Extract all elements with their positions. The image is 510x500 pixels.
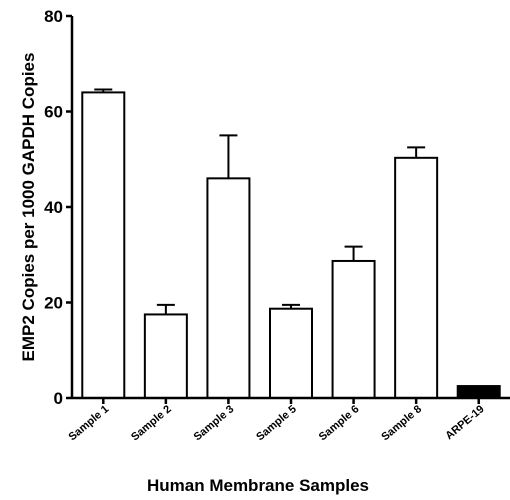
bar (269, 307, 313, 399)
x-tick-label: Sample 8 (379, 403, 424, 443)
bar (394, 156, 439, 399)
y-tick-label: 60 (44, 103, 63, 122)
bar (143, 313, 188, 399)
y-tick-label: 20 (44, 294, 63, 313)
x-axis-title: Human Membrane Samples (147, 476, 369, 495)
x-tick-label: Sample 5 (254, 403, 299, 443)
y-axis-title: EMP2 Copies per 1000 GAPDH Copies (19, 53, 38, 362)
x-tick-label: Sample 1 (66, 403, 111, 443)
y-tick-label: 40 (44, 198, 63, 217)
bar (331, 259, 376, 399)
y-tick-label: 80 (44, 7, 63, 26)
x-tick-label: Sample 3 (192, 403, 237, 443)
bars-group (81, 91, 501, 400)
y-axis-title-group: EMP2 Copies per 1000 GAPDH Copies (19, 53, 38, 362)
bar (206, 177, 251, 399)
x-axis: Sample 1 Sample 2 Sample 3 Sample 5 Sample 6… (66, 396, 510, 443)
error-bars-group (94, 88, 426, 315)
y-axis: 0 20 40 60 80 (44, 7, 74, 408)
y-tick-label: 0 (54, 389, 63, 408)
x-tick-label: Sample 2 (129, 403, 174, 443)
bar (456, 385, 501, 399)
bar (81, 91, 126, 400)
x-tick-label: ARPE-19 (443, 403, 486, 442)
x-tick-label: Sample 6 (317, 403, 362, 443)
